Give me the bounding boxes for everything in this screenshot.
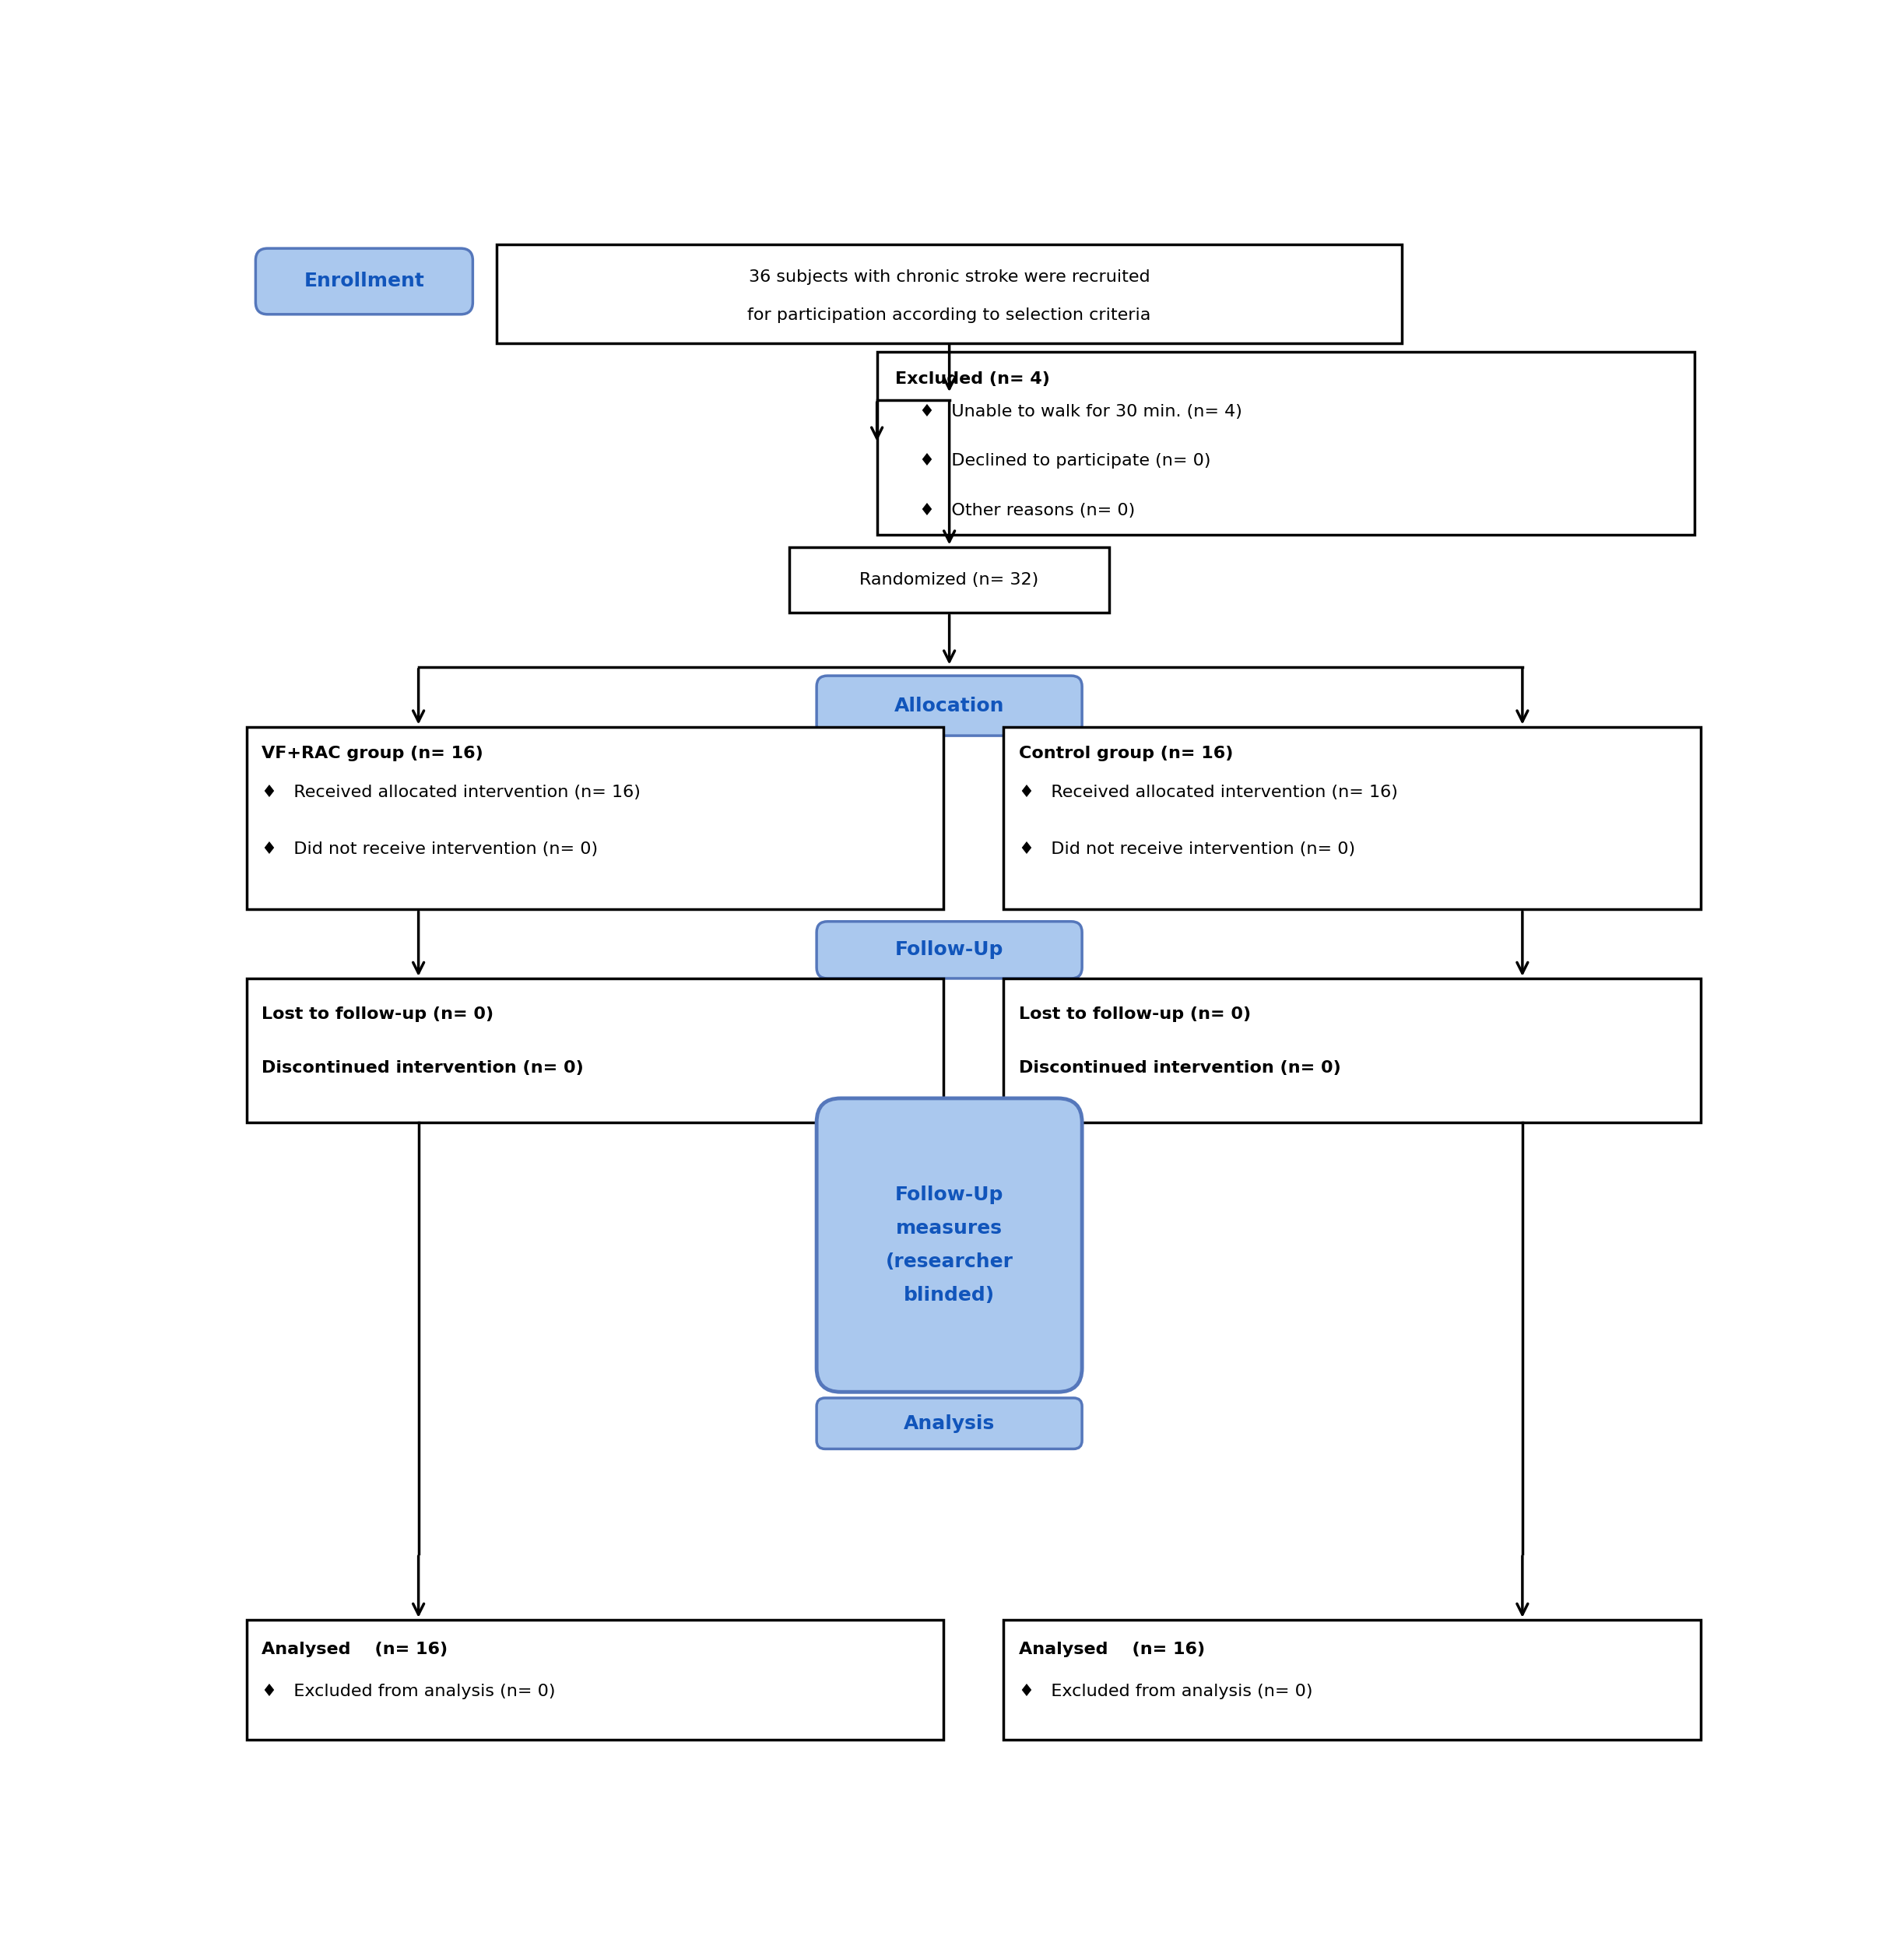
FancyBboxPatch shape — [817, 921, 1081, 978]
Text: Analysed    (n= 16): Analysed (n= 16) — [262, 1642, 448, 1658]
Text: ♦   Excluded from analysis (n= 0): ♦ Excluded from analysis (n= 0) — [262, 1684, 555, 1699]
Text: Follow-Up
measures
(researcher
blinded): Follow-Up measures (researcher blinded) — [885, 1186, 1013, 1305]
Text: ♦   Excluded from analysis (n= 0): ♦ Excluded from analysis (n= 0) — [1018, 1684, 1313, 1699]
Bar — [1003, 978, 1700, 1123]
Bar — [1003, 1619, 1700, 1740]
Text: Control group (n= 16): Control group (n= 16) — [1018, 747, 1233, 760]
Text: Discontinued intervention (n= 0): Discontinued intervention (n= 0) — [1018, 1060, 1341, 1076]
Text: ♦   Did not receive intervention (n= 0): ♦ Did not receive intervention (n= 0) — [1018, 841, 1355, 857]
Bar — [247, 1619, 942, 1740]
FancyBboxPatch shape — [817, 676, 1081, 735]
Text: ♦   Other reasons (n= 0): ♦ Other reasons (n= 0) — [920, 502, 1134, 517]
Text: Excluded (n= 4): Excluded (n= 4) — [895, 370, 1051, 386]
Text: ♦   Unable to walk for 30 min. (n= 4): ♦ Unable to walk for 30 min. (n= 4) — [920, 404, 1243, 419]
Text: Randomized (n= 32): Randomized (n= 32) — [859, 572, 1039, 588]
Text: Analysis: Analysis — [904, 1413, 996, 1433]
Bar — [790, 547, 1110, 613]
Text: VF+RAC group (n= 16): VF+RAC group (n= 16) — [262, 747, 483, 760]
Text: 36 subjects with chronic stroke were recruited: 36 subjects with chronic stroke were rec… — [749, 269, 1149, 284]
Text: Analysed    (n= 16): Analysed (n= 16) — [1018, 1642, 1205, 1658]
Text: ♦   Received allocated intervention (n= 16): ♦ Received allocated intervention (n= 16… — [1018, 784, 1398, 800]
Text: ♦   Declined to participate (n= 0): ♦ Declined to participate (n= 0) — [920, 453, 1210, 468]
Bar — [247, 727, 942, 909]
Text: ♦   Did not receive intervention (n= 0): ♦ Did not receive intervention (n= 0) — [262, 841, 598, 857]
Text: Enrollment: Enrollment — [304, 272, 424, 290]
Bar — [247, 978, 942, 1123]
Text: Lost to follow-up (n= 0): Lost to follow-up (n= 0) — [1018, 1007, 1250, 1023]
Text: Follow-Up: Follow-Up — [895, 941, 1003, 958]
Text: for participation according to selection criteria: for participation according to selection… — [747, 308, 1151, 323]
FancyBboxPatch shape — [817, 1397, 1081, 1448]
Text: Discontinued intervention (n= 0): Discontinued intervention (n= 0) — [262, 1060, 583, 1076]
FancyBboxPatch shape — [817, 1098, 1081, 1392]
FancyBboxPatch shape — [256, 249, 473, 314]
Bar — [1003, 727, 1700, 909]
Text: ♦   Received allocated intervention (n= 16): ♦ Received allocated intervention (n= 16… — [262, 784, 640, 800]
Bar — [498, 245, 1402, 343]
Text: Lost to follow-up (n= 0): Lost to follow-up (n= 0) — [262, 1007, 494, 1023]
Bar — [878, 353, 1695, 535]
Text: Allocation: Allocation — [895, 696, 1005, 715]
